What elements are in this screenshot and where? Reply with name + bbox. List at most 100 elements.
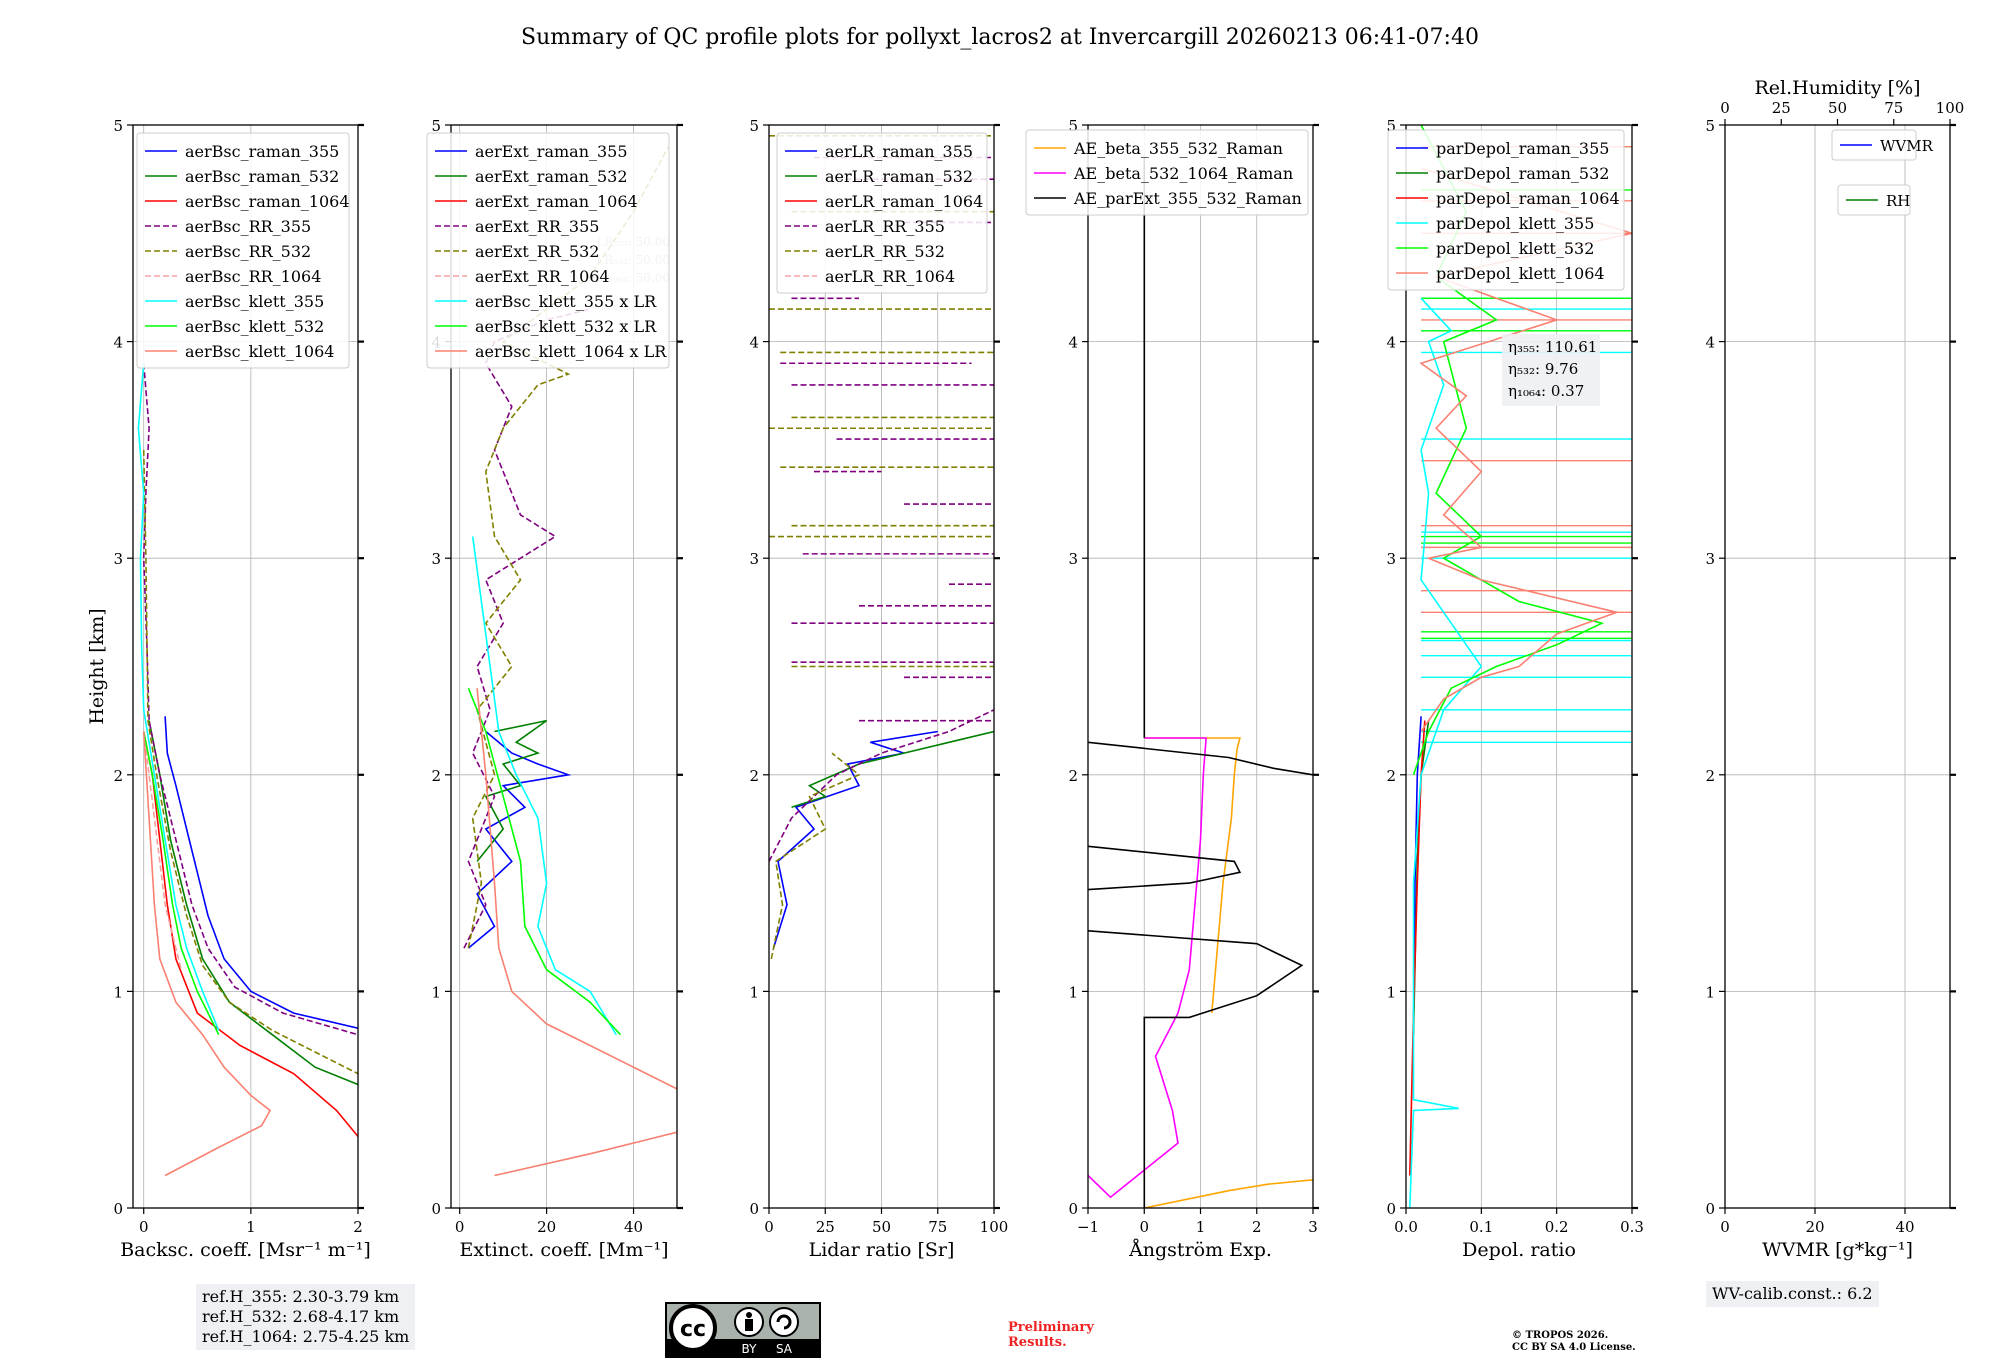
legend-label: aerLR_raman_532	[825, 167, 973, 186]
y-tick-label: 2	[431, 767, 441, 785]
legend-label: parDepol_klett_532	[1436, 239, 1594, 258]
top-x-tick-label: 75	[1884, 99, 1903, 117]
legend-label: parDepol_raman_355	[1436, 139, 1609, 158]
legend-label: aerLR_raman_355	[825, 142, 973, 161]
series-line-ae-beta-355-532-raman	[1144, 737, 1313, 1208]
legend-label: aerExt_raman_1064	[475, 192, 638, 211]
legend-label: aerExt_RR_532	[475, 242, 599, 261]
y-tick-label: 1	[1068, 983, 1078, 1001]
profile-panel-5: 0.0 0.1 0.2 0.3 0 1 2 3 4 5 Depol. ratio parDepol_r…	[1386, 117, 1643, 1261]
series-line-aerbsc-rr-355	[142, 363, 358, 1036]
legend-box	[426, 132, 670, 369]
top-x-tick-label: 100	[1936, 99, 1965, 117]
legend-label: AE_beta_532_1064_Raman	[1073, 164, 1293, 183]
y-tick-label: 0	[1386, 1200, 1396, 1218]
legend-label: aerBsc_klett_1064 x LR	[475, 342, 667, 361]
legend-label: AE_parExt_355_532_Raman	[1073, 189, 1302, 208]
legend: parDepol_raman_355 parDepol_raman_532 parD…	[1387, 129, 1625, 291]
x-tick-label: 0	[1720, 1218, 1730, 1236]
license-by-label: BY	[742, 1342, 758, 1356]
x-tick-label: 0	[455, 1218, 465, 1236]
x-tick-label: 2	[1252, 1218, 1262, 1236]
series-line-pardepol-klett-1064	[1419, 167, 1632, 732]
series-group	[137, 363, 358, 1177]
y-tick-label: 4	[1068, 334, 1078, 352]
series-line-aerext-raman-355	[467, 730, 572, 949]
y-tick-label: 1	[431, 983, 441, 1001]
legend-label: aerExt_raman_532	[475, 167, 628, 186]
y-tick-label: 0	[1068, 1200, 1078, 1218]
cc-icon	[669, 1304, 717, 1352]
x-tick-label: 0	[1139, 1218, 1149, 1236]
x-tick-label: 1	[1196, 1218, 1206, 1236]
legend-label: aerBsc_raman_532	[185, 167, 339, 186]
y-tick-label: 1	[1705, 983, 1715, 1001]
x-tick-label: 40	[624, 1218, 643, 1236]
y-tick-label: 5	[1068, 117, 1078, 135]
profile-panel-2: 02040012345Extinct. coeff. [Mm⁻¹]LR₃₅₅: …	[426, 117, 683, 1261]
x-axis-label: Lidar ratio [Sr]	[809, 1239, 955, 1261]
y-tick-label: 1	[749, 983, 759, 1001]
preliminary-line2: Results.	[1008, 1335, 1067, 1350]
series-line-aerbsc-raman-355	[164, 716, 358, 1029]
y-axis-label: Height [km]	[86, 608, 108, 724]
x-tick-label: 100	[980, 1218, 1009, 1236]
legend-label: AE_beta_355_532_Raman	[1073, 139, 1283, 158]
series-line-aerbsc-klett-532-x-lr	[467, 687, 622, 1036]
x-tick-label: 25	[816, 1218, 835, 1236]
y-tick-label: 5	[1705, 117, 1715, 135]
top-x-axis-label: Rel.Humidity [%]	[1754, 77, 1920, 99]
x-axis-label: Ångström Exp.	[1128, 1239, 1272, 1261]
x-tick-label: 0.1	[1469, 1218, 1493, 1236]
series-line-aerbsc-raman-1064	[142, 731, 358, 1138]
series-line-ae-parext-355-532-raman	[1088, 157, 1313, 1208]
series-group	[769, 135, 994, 960]
legend-box	[1025, 129, 1309, 216]
series-line-aerbsc-klett-532	[142, 731, 220, 1036]
x-tick-label: 3	[1308, 1218, 1318, 1236]
y-tick-label: 2	[113, 767, 123, 785]
sa-icon-arrow	[776, 1314, 792, 1330]
y-tick-label: 5	[431, 117, 441, 135]
series-line-aerbsc-klett-355	[137, 363, 220, 1031]
series-line-aerbsc-rr-1064	[142, 731, 182, 970]
legend-label: aerBsc_klett_532	[185, 317, 324, 336]
x-axis-label: Extinct. coeff. [Mm⁻¹]	[459, 1239, 668, 1261]
cc-license-badge: cc BY SA	[665, 1302, 821, 1358]
eta-label: η₃₅₅: 110.61	[1508, 338, 1597, 356]
eta-label: η₁₀₆₄: 0.37	[1508, 382, 1584, 400]
axes-frame	[1724, 124, 1951, 1209]
legend-label: aerLR_raman_1064	[825, 192, 983, 211]
legend-label: RH	[1886, 192, 1910, 210]
copyright-line2: CC BY SA 4.0 License.	[1512, 1342, 1636, 1353]
x-tick-label: 0.3	[1620, 1218, 1644, 1236]
legend-label: aerBsc_klett_532 x LR	[475, 317, 657, 336]
preliminary-line1: Preliminary	[1008, 1320, 1094, 1335]
ref-height-355: ref.H_355: 2.30-3.79 km	[202, 1287, 400, 1306]
legend-box	[1387, 129, 1625, 291]
y-tick-label: 0	[113, 1200, 123, 1218]
x-tick-label: 1	[246, 1218, 256, 1236]
series-line-pardepol-klett-532	[1412, 125, 1605, 776]
ref-height-1064: ref.H_1064: 2.75-4.25 km	[202, 1327, 410, 1346]
axes-frame	[450, 124, 678, 1209]
series-line-aerext-rr-355	[463, 308, 591, 949]
x-axis-label: Backsc. coeff. [Msr⁻¹ m⁻¹]	[120, 1239, 371, 1261]
series-group	[1088, 157, 1313, 1208]
y-tick-label: 2	[1705, 767, 1715, 785]
x-axis-label: Depol. ratio	[1462, 1239, 1576, 1261]
series-line-aerlr-rr-532	[770, 752, 861, 960]
legend-label: parDepol_raman_532	[1436, 164, 1609, 183]
x-tick-label: 40	[1895, 1218, 1914, 1236]
legend: aerExt_raman_355 aerExt_raman_532 aerExt_r…	[426, 132, 670, 369]
legend: AE_beta_355_532_Raman AE_beta_532_1064_Ra…	[1025, 129, 1309, 216]
x-tick-label: 50	[872, 1218, 891, 1236]
y-tick-label: 0	[431, 1200, 441, 1218]
by-icon-body	[745, 1319, 753, 1331]
legend-box	[1831, 129, 1917, 161]
series-line-pardepol-klett-355	[1409, 297, 1483, 1208]
series-line-aerbsc-klett-1064-x-lr-low-	[494, 1131, 677, 1177]
y-tick-label: 2	[1068, 767, 1078, 785]
legend: aerBsc_raman_355 aerBsc_raman_532 aerBsc_r…	[136, 132, 350, 369]
